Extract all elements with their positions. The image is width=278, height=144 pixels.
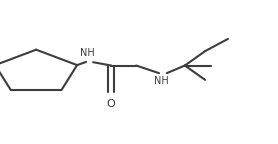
Text: NH: NH — [154, 76, 169, 86]
Text: NH: NH — [80, 48, 95, 58]
Text: O: O — [107, 99, 116, 109]
